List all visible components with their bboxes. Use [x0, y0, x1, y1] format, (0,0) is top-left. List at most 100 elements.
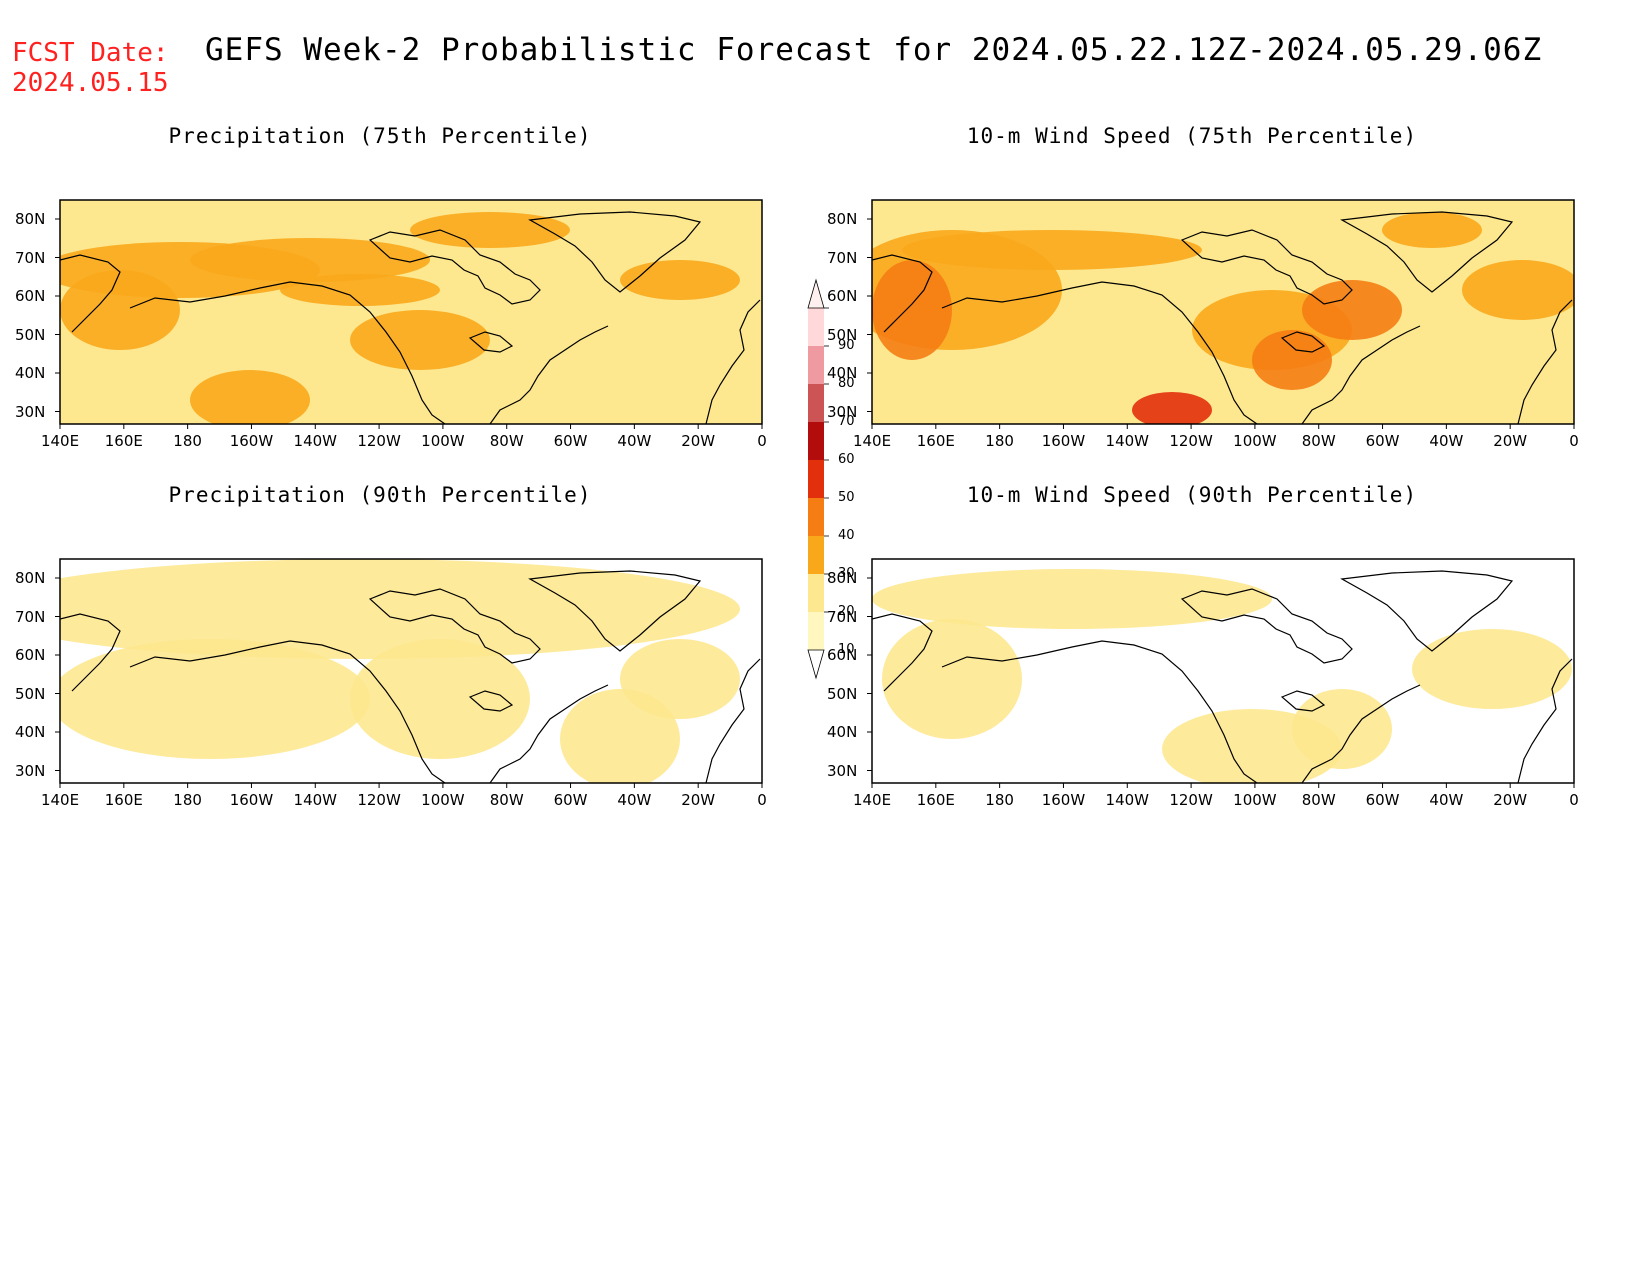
lon-tick-label: 40W — [617, 791, 652, 809]
lon-tick-label: 120W — [357, 791, 401, 809]
lon-tick-label: 120W — [1169, 432, 1213, 450]
page-title: GEFS Week-2 Probabilistic Forecast for 2… — [205, 32, 1543, 68]
lon-tick-label: 160W — [1041, 791, 1086, 809]
colorbar-level-label: 90 — [838, 338, 855, 353]
probability-fill — [60, 559, 762, 783]
lon-tick-label: 140W — [1105, 432, 1149, 450]
colorbar-swatch — [808, 308, 824, 346]
lat-tick-label: 40N — [15, 723, 46, 741]
lon-tick-label: 20W — [681, 432, 716, 450]
lon-tick-label: 120W — [1169, 791, 1213, 809]
lon-tick-label: 20W — [1493, 432, 1528, 450]
lat-tick-label: 30N — [15, 761, 46, 780]
colorbar-swatch — [808, 384, 824, 422]
lat-tick-label: 60N — [15, 646, 46, 664]
forecast-date-value: 2024.05.15 — [12, 68, 169, 98]
coastlines — [60, 570, 761, 783]
lon-tick-label: 60W — [1365, 432, 1400, 450]
colorbar-swatch — [808, 536, 824, 574]
colorbar-min-arrow — [807, 649, 825, 680]
lat-tick-label: 70N — [827, 607, 858, 626]
map-plot — [867, 558, 1575, 788]
lon-tick-label: 160W — [229, 791, 274, 809]
lat-tick-label: 30N — [827, 761, 858, 780]
panel-title: Precipitation (75th Percentile) — [168, 124, 592, 148]
lon-tick-label: 20W — [681, 791, 716, 809]
lon-tick-label: 0 — [757, 432, 767, 450]
lat-tick-label: 30N — [15, 402, 46, 421]
colorbar-level-label: 40 — [838, 528, 855, 543]
panel-precip-75: Precipitation (75th Percentile) 80N 70N 60… — [0, 124, 767, 450]
lon-tick-label: 140E — [852, 791, 892, 809]
lat-tick-label: 80N — [827, 210, 858, 228]
lon-tick-label: 80W — [489, 432, 524, 450]
map-frame — [59, 199, 763, 425]
colorbar-swatch — [808, 498, 824, 536]
coastlines — [60, 211, 761, 424]
coastlines — [872, 570, 1573, 783]
lat-tick-label: 30N — [827, 402, 858, 421]
lat-tick-label: 80N — [827, 569, 858, 587]
lon-tick-label: 180 — [985, 432, 1014, 450]
lon-tick-label: 160E — [916, 791, 955, 809]
lon-tick-label: 180 — [985, 791, 1014, 809]
lon-tick-label: 100W — [1233, 791, 1277, 809]
lon-tick-label: 100W — [421, 432, 465, 450]
lon-tick-label: 60W — [553, 432, 588, 450]
lon-tick-label: 100W — [1233, 432, 1277, 450]
lon-tick-label: 20W — [1493, 791, 1528, 809]
lat-tick-label: 60N — [827, 646, 858, 664]
lat-tick-label: 50N — [827, 325, 858, 344]
colorbar-level-label: 10 — [838, 642, 855, 657]
lon-tick-label: 180 — [173, 432, 202, 450]
panel-title: Precipitation (90th Percentile) — [168, 483, 592, 507]
lat-tick-label: 40N — [15, 364, 46, 382]
lat-tick-label: 70N — [15, 607, 46, 626]
lon-tick-label: 0 — [1569, 791, 1579, 809]
probability-fill — [872, 200, 1574, 424]
forecast-date-label: FCST Date: — [12, 38, 169, 68]
lat-tick-label: 80N — [15, 569, 46, 587]
colorbar-level-label: 70 — [838, 414, 855, 429]
lon-tick-label: 40W — [1429, 791, 1464, 809]
lat-tick-label: 60N — [827, 287, 858, 305]
panel-title: 10-m Wind Speed (75th Percentile) — [966, 124, 1418, 148]
lat-tick-label: 60N — [15, 287, 46, 305]
colorbar-max-arrow — [807, 278, 825, 309]
lon-tick-label: 160E — [916, 432, 955, 450]
map-frame — [871, 199, 1575, 425]
lat-tick-label: 40N — [827, 723, 858, 741]
lon-tick-label: 160W — [229, 432, 274, 450]
colorbar-swatch — [808, 422, 824, 460]
forecast-date: FCST Date: 2024.05.15 — [12, 38, 169, 98]
map-plot — [55, 558, 763, 788]
lon-tick-label: 60W — [553, 791, 588, 809]
lat-tick-label: 50N — [15, 684, 46, 703]
map-frame — [59, 558, 763, 784]
colorbar-swatch — [808, 574, 824, 612]
panel-wind-90: 10-m Wind Speed (90th Percentile) 80N 70N… — [812, 483, 1579, 809]
lat-tick-label: 80N — [15, 210, 46, 228]
colorbar-swatch — [808, 612, 824, 650]
panel-wind-75: 10-m Wind Speed (75th Percentile) 80N 70N… — [812, 124, 1579, 450]
lon-tick-label: 140W — [293, 791, 337, 809]
probability-fill — [872, 559, 1574, 783]
lon-tick-label: 0 — [757, 791, 767, 809]
colorbar-level-label: 80 — [838, 376, 855, 391]
lon-tick-label: 120W — [357, 432, 401, 450]
map-plot — [55, 199, 763, 429]
lon-tick-label: 140E — [40, 432, 80, 450]
coastlines — [872, 211, 1573, 424]
colorbar-level-label: 50 — [838, 490, 855, 505]
colorbar — [807, 278, 829, 680]
lon-tick-label: 140W — [1105, 791, 1149, 809]
colorbar-swatch — [808, 460, 824, 498]
lat-tick-label: 70N — [827, 248, 858, 267]
lon-tick-label: 80W — [1301, 791, 1336, 809]
lon-tick-label: 160W — [1041, 432, 1086, 450]
lon-tick-label: 40W — [617, 432, 652, 450]
colorbar-swatch — [808, 346, 824, 384]
lat-tick-label: 50N — [827, 684, 858, 703]
map-frame — [871, 558, 1575, 784]
colorbar-level-label: 20 — [838, 604, 855, 619]
